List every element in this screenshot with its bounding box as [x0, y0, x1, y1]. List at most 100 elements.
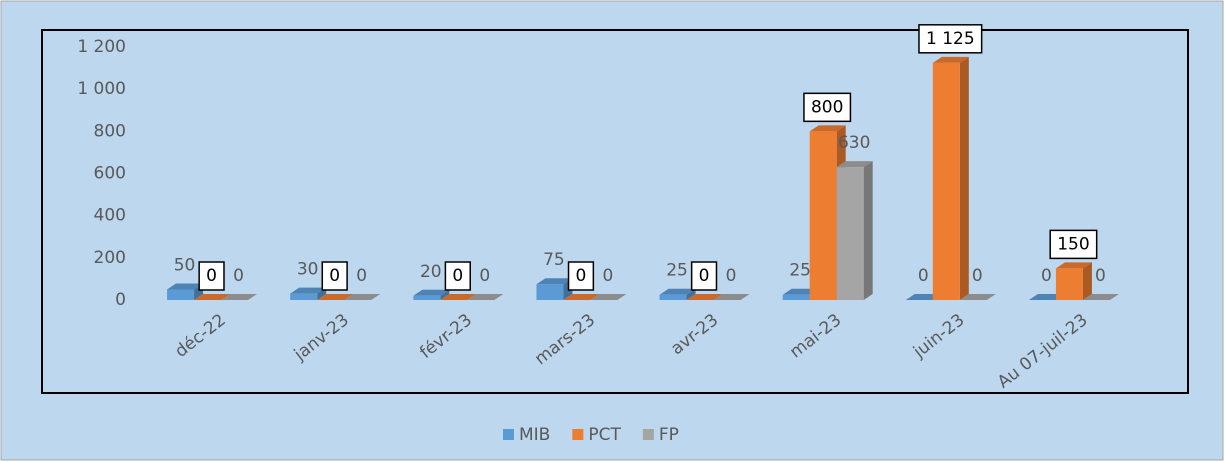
legend-swatch: [503, 429, 514, 440]
y-tick-label: 400: [94, 206, 126, 226]
legend-label: PCT: [588, 425, 621, 445]
bar-side: [959, 56, 969, 300]
data-label: 0: [479, 266, 490, 286]
data-label: 0: [356, 266, 367, 286]
data-label: 0: [699, 266, 710, 286]
bar-top: [290, 287, 327, 294]
bar: [1082, 294, 1119, 300]
bar-top: [536, 278, 573, 285]
data-label: 0: [329, 266, 340, 286]
bar-side: [863, 161, 873, 300]
bar-top: [659, 288, 696, 295]
bar-top: [344, 294, 381, 300]
bar-front: [659, 294, 687, 300]
data-label: 150: [1057, 234, 1089, 254]
bar: [590, 294, 627, 300]
bar-top: [413, 289, 450, 296]
bar-top: [317, 294, 354, 300]
bar-front: [836, 167, 864, 300]
bar-side: [317, 287, 327, 300]
bar: [659, 288, 696, 300]
bar: [1055, 262, 1092, 300]
data-label-box: [1049, 229, 1098, 260]
bar-side: [686, 288, 696, 300]
data-label: 0: [918, 266, 929, 286]
bar-front: [290, 293, 318, 300]
data-label: 0: [452, 266, 463, 286]
data-label: 0: [1041, 266, 1052, 286]
bar: [932, 56, 969, 300]
data-label: 0: [726, 266, 737, 286]
data-label: 0: [1095, 266, 1106, 286]
data-label-box: [321, 261, 348, 291]
data-label: 30: [297, 260, 319, 280]
data-label: 0: [576, 266, 587, 286]
bar-top: [221, 294, 258, 300]
data-label: 25: [789, 261, 811, 281]
bar-top: [563, 294, 600, 300]
data-label-box: [567, 261, 595, 291]
bar-top: [1082, 294, 1119, 300]
bar-top: [959, 294, 996, 300]
bar-top: [686, 294, 723, 300]
bar: [290, 287, 327, 300]
bar: [317, 294, 354, 300]
legend-swatch: [642, 429, 654, 440]
bar: [413, 289, 450, 300]
data-label: 75: [543, 250, 565, 270]
bar: [467, 294, 504, 300]
bar-top: [590, 294, 627, 300]
bar-front: [167, 289, 195, 300]
bar-top: [167, 283, 204, 290]
bar: [713, 294, 750, 300]
bar-front: [536, 284, 564, 300]
bar-top: [713, 294, 750, 300]
y-tick-label: 800: [94, 121, 126, 141]
data-label: 0: [206, 266, 217, 286]
data-label-box: [198, 261, 225, 291]
bar: [344, 294, 381, 300]
bar-front: [809, 131, 837, 300]
data-label-box: [690, 261, 718, 291]
y-tick-label: 0: [115, 290, 126, 310]
bar: [959, 294, 996, 300]
bar-top: [932, 56, 969, 63]
data-label: 1 125: [926, 29, 975, 49]
bar: [536, 278, 573, 300]
bar-top: [836, 161, 873, 168]
data-label: 630: [838, 133, 870, 153]
bar-top: [467, 294, 504, 300]
bar-front: [782, 294, 810, 300]
data-label: 0: [972, 266, 983, 286]
legend-swatch: [572, 429, 584, 440]
y-tick-label: 1 200: [77, 37, 126, 57]
bar: [563, 294, 600, 300]
y-tick-label: 1 000: [77, 79, 126, 99]
bar-side: [1082, 262, 1092, 300]
data-label-box: [803, 92, 852, 123]
bar-top: [440, 294, 477, 300]
bar-front: [413, 295, 441, 300]
data-label-box: [918, 24, 983, 54]
data-label: 800: [811, 97, 843, 117]
bar: [194, 294, 231, 300]
legend-label: MIB: [519, 425, 550, 445]
y-tick-label: 600: [94, 164, 126, 184]
bar-top: [1055, 262, 1092, 269]
legend-label: FP: [659, 425, 679, 445]
data-label: 20: [420, 262, 442, 282]
bar-front: [932, 62, 960, 300]
data-label: 0: [603, 266, 614, 286]
bar-front: [1055, 268, 1083, 300]
data-label-box: [444, 261, 471, 291]
bar-top: [194, 294, 231, 300]
plot-frame: [41, 29, 1189, 394]
data-label: 25: [666, 261, 688, 281]
data-label: 50: [174, 255, 196, 275]
bar: [221, 294, 258, 300]
bar: [440, 294, 477, 300]
bar-side: [440, 289, 450, 300]
bar: [686, 294, 723, 300]
